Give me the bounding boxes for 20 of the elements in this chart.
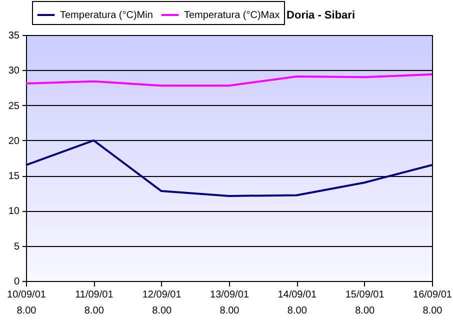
x-tick-label: 16/09/01 8.00 [413, 290, 452, 316]
x-tick-label: 13/09/01 8.00 [210, 290, 250, 316]
y-tick-label: 30 [8, 66, 20, 77]
x-tick-label: 14/09/01 8.00 [278, 290, 318, 316]
chart-title: Doria - Sibari [286, 10, 356, 22]
line-series [25, 73, 433, 87]
line-series [25, 139, 433, 197]
y-tick-label: 20 [8, 136, 20, 147]
y-tick-label: 5 [14, 241, 20, 252]
y-tick-label: 10 [8, 206, 20, 218]
x-tick-label: 15/09/01 8.00 [345, 290, 385, 316]
y-tick-label: 35 [8, 30, 20, 42]
y-tick-label: 15 [8, 171, 20, 182]
x-tick-label: 11/09/01 8.00 [75, 290, 114, 316]
legend-label: Temperatura (°C)Min [60, 10, 153, 21]
y-tick-label: 0 [14, 276, 20, 288]
legend-label: Temperatura (°C)Max [184, 10, 280, 21]
y-tick-label: 25 [8, 100, 20, 112]
x-tick-label: 12/09/01 8.00 [142, 290, 182, 316]
x-tick-label: 10/09/01 8.00 [7, 290, 46, 316]
